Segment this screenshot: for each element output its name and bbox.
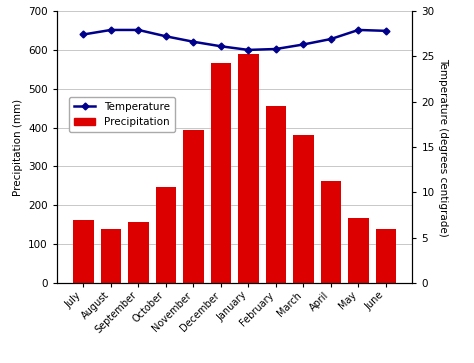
- Bar: [183, 130, 204, 283]
- Bar: [375, 229, 396, 283]
- Bar: [100, 229, 121, 283]
- Bar: [320, 181, 341, 283]
- Bar: [128, 222, 149, 283]
- Bar: [348, 218, 369, 283]
- Bar: [73, 220, 94, 283]
- Bar: [238, 54, 259, 283]
- Bar: [210, 64, 231, 283]
- Bar: [155, 187, 176, 283]
- Bar: [265, 106, 286, 283]
- Legend: Temperature, Precipitation: Temperature, Precipitation: [69, 97, 175, 132]
- Y-axis label: Precipitation (mm): Precipitation (mm): [13, 98, 23, 196]
- Bar: [293, 135, 314, 283]
- Y-axis label: Temperature (degrees centigrade): Temperature (degrees centigrade): [438, 58, 448, 236]
